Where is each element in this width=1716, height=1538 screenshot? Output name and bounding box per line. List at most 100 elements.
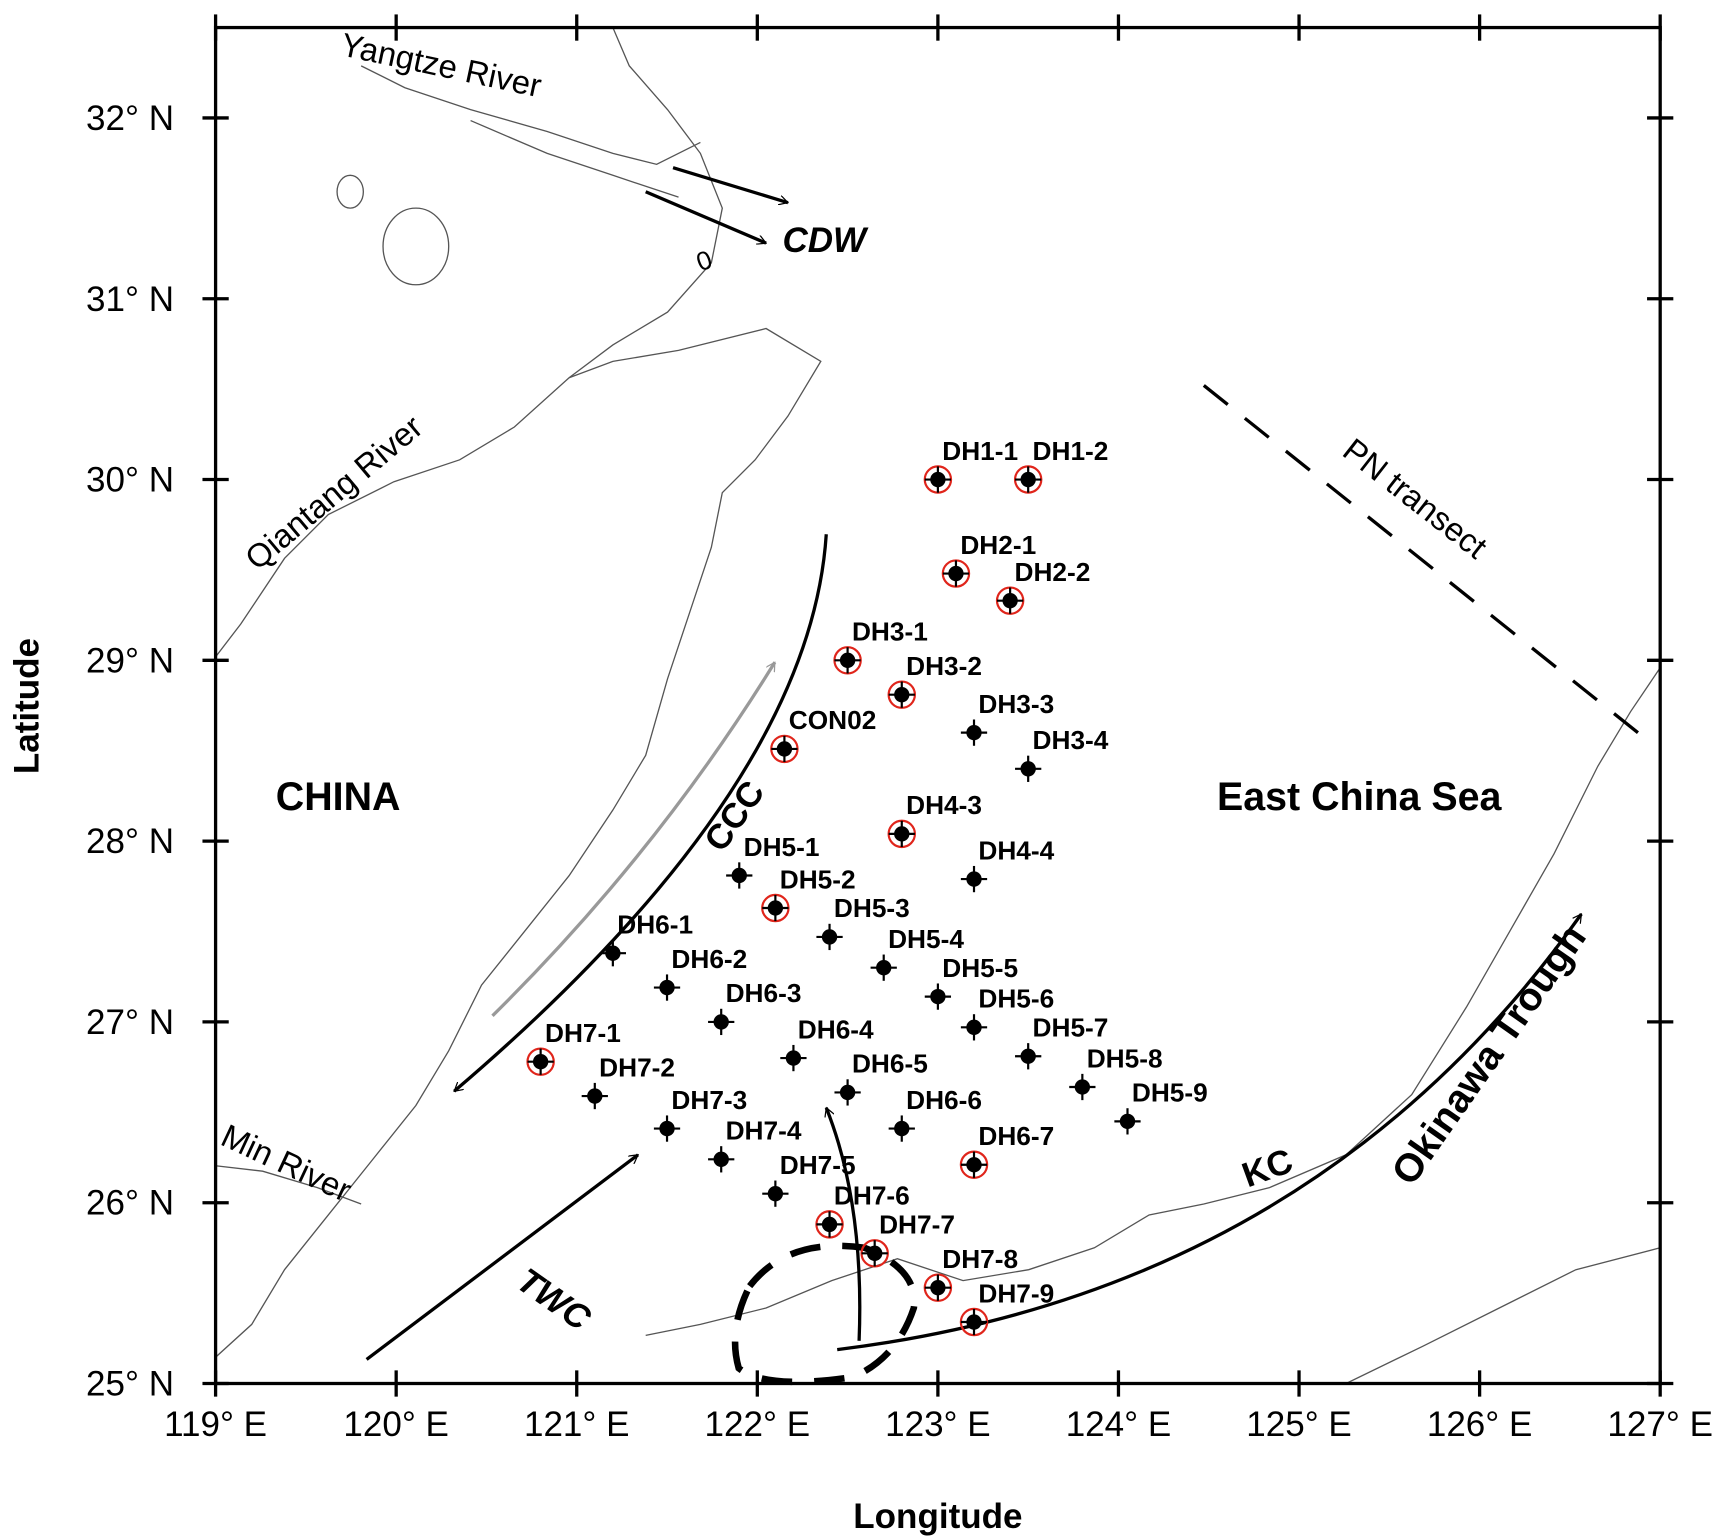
base-map	[215, 27, 1661, 1384]
annotation: East China Sea	[1217, 775, 1503, 819]
station-label: DH5-8	[1087, 1043, 1163, 1073]
x-axis-title: Longitude	[853, 1497, 1022, 1536]
station-label: DH5-4	[888, 924, 964, 954]
station	[532, 1054, 549, 1070]
station-label: DH7-2	[599, 1052, 675, 1082]
y-tick-label: 27° N	[86, 1003, 174, 1042]
coastline	[215, 1165, 362, 1205]
x-tick-label: 124° E	[1066, 1405, 1172, 1444]
station-label: DH5-7	[1033, 1013, 1109, 1043]
station	[1020, 471, 1036, 488]
station	[948, 565, 964, 582]
station-label: DH3-2	[906, 651, 982, 681]
coastline	[360, 65, 701, 166]
station-label: DH6-7	[978, 1121, 1054, 1151]
station-label: DH5-6	[978, 984, 1054, 1014]
station	[930, 988, 946, 1005]
coastline	[215, 327, 822, 1358]
station	[930, 1280, 946, 1296]
shelf-contour	[645, 667, 1661, 1336]
station	[894, 1120, 910, 1137]
station	[821, 1216, 838, 1233]
station-label: DH7-3	[671, 1085, 747, 1115]
x-tick-label: 122° E	[705, 1405, 811, 1444]
station	[839, 652, 856, 668]
x-tick-label: 119° E	[164, 1405, 267, 1444]
station	[966, 724, 982, 741]
station	[776, 741, 793, 757]
station	[785, 1050, 802, 1066]
station-label: DH2-1	[960, 530, 1036, 560]
station-label: DH7-4	[726, 1116, 802, 1146]
y-tick-label: 28° N	[86, 822, 174, 861]
y-tick-label: 26° N	[86, 1184, 174, 1223]
station-label: DH6-1	[617, 910, 693, 940]
station	[966, 1314, 982, 1330]
x-tick-label: 125° E	[1246, 1405, 1352, 1444]
shelf-contour	[1345, 1247, 1661, 1384]
station-label: DH6-4	[798, 1014, 874, 1044]
annotation: Qiantang River	[238, 408, 430, 577]
station	[767, 1186, 784, 1202]
plot-frame	[213, 25, 1662, 1386]
station-label: CON02	[789, 705, 877, 735]
station	[1074, 1079, 1091, 1095]
station-label: DH5-5	[942, 953, 1018, 983]
annotation: TWC	[510, 1261, 598, 1339]
annotation: Yangtze River	[338, 26, 545, 105]
station	[821, 929, 838, 945]
station-label: DH7-5	[780, 1150, 856, 1180]
station-label: DH6-2	[671, 944, 747, 974]
x-tick-label: 126° E	[1427, 1405, 1533, 1444]
current-arrow	[365, 1153, 638, 1361]
x-tick-label: 120° E	[343, 1405, 449, 1444]
station	[713, 1151, 729, 1167]
station-label: DH5-9	[1132, 1078, 1208, 1108]
station-label: DH6-6	[906, 1085, 982, 1115]
y-tick-label: 31° N	[86, 280, 174, 319]
station-label: DH3-4	[1033, 725, 1109, 755]
annotation: Okinawa Trough	[1383, 917, 1595, 1193]
station	[587, 1088, 603, 1104]
current-arrow	[826, 1108, 862, 1341]
y-tick-label: 32° N	[86, 99, 174, 138]
annotation: Min River	[216, 1117, 357, 1209]
y-tick-label: 25° N	[86, 1365, 174, 1404]
y-axis-title: Latitude	[7, 638, 46, 774]
station	[605, 945, 621, 961]
annotation: PN transect	[1336, 431, 1494, 566]
island	[382, 207, 450, 286]
y-tick-label: 29° N	[86, 641, 174, 680]
annotation: CDW	[782, 221, 869, 260]
station	[1119, 1113, 1136, 1130]
station-label: DH1-2	[1033, 436, 1109, 466]
station-label: DH6-5	[852, 1049, 928, 1079]
x-tick-label: 127° E	[1607, 1405, 1713, 1444]
station	[659, 979, 675, 996]
eddy-outline	[731, 1242, 918, 1386]
station	[767, 900, 784, 916]
station	[1002, 593, 1018, 609]
annotation: KC	[1237, 1141, 1298, 1195]
station	[713, 1014, 729, 1030]
current-arrow	[672, 166, 788, 203]
station	[894, 687, 910, 703]
current-arrow	[491, 662, 777, 1017]
x-tick-label: 123° E	[885, 1405, 991, 1444]
y-tick-label: 30° N	[86, 461, 174, 500]
station	[867, 1245, 883, 1261]
station-label: DH4-4	[978, 835, 1054, 865]
station	[1020, 1048, 1036, 1064]
pn-transect	[1202, 384, 1654, 746]
x-tick-label: 121° E	[524, 1405, 630, 1444]
coastline	[470, 119, 679, 198]
station-label: DH3-1	[852, 617, 928, 647]
station	[966, 1157, 982, 1173]
station	[659, 1120, 675, 1137]
annotation: CHINA	[276, 775, 401, 819]
annotation: 0	[692, 244, 716, 277]
station-label: DH6-3	[726, 978, 802, 1008]
station	[894, 826, 910, 842]
station	[876, 960, 892, 976]
